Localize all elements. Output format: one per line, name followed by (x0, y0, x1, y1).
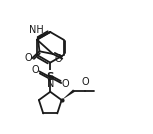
Text: O: O (31, 65, 39, 75)
Text: O: O (55, 54, 62, 64)
Text: NH: NH (29, 25, 44, 35)
Polygon shape (62, 89, 75, 100)
Text: S: S (47, 72, 54, 82)
Text: N: N (47, 79, 54, 89)
Text: O: O (81, 77, 89, 87)
Text: O: O (25, 53, 32, 63)
Text: O: O (62, 79, 69, 90)
